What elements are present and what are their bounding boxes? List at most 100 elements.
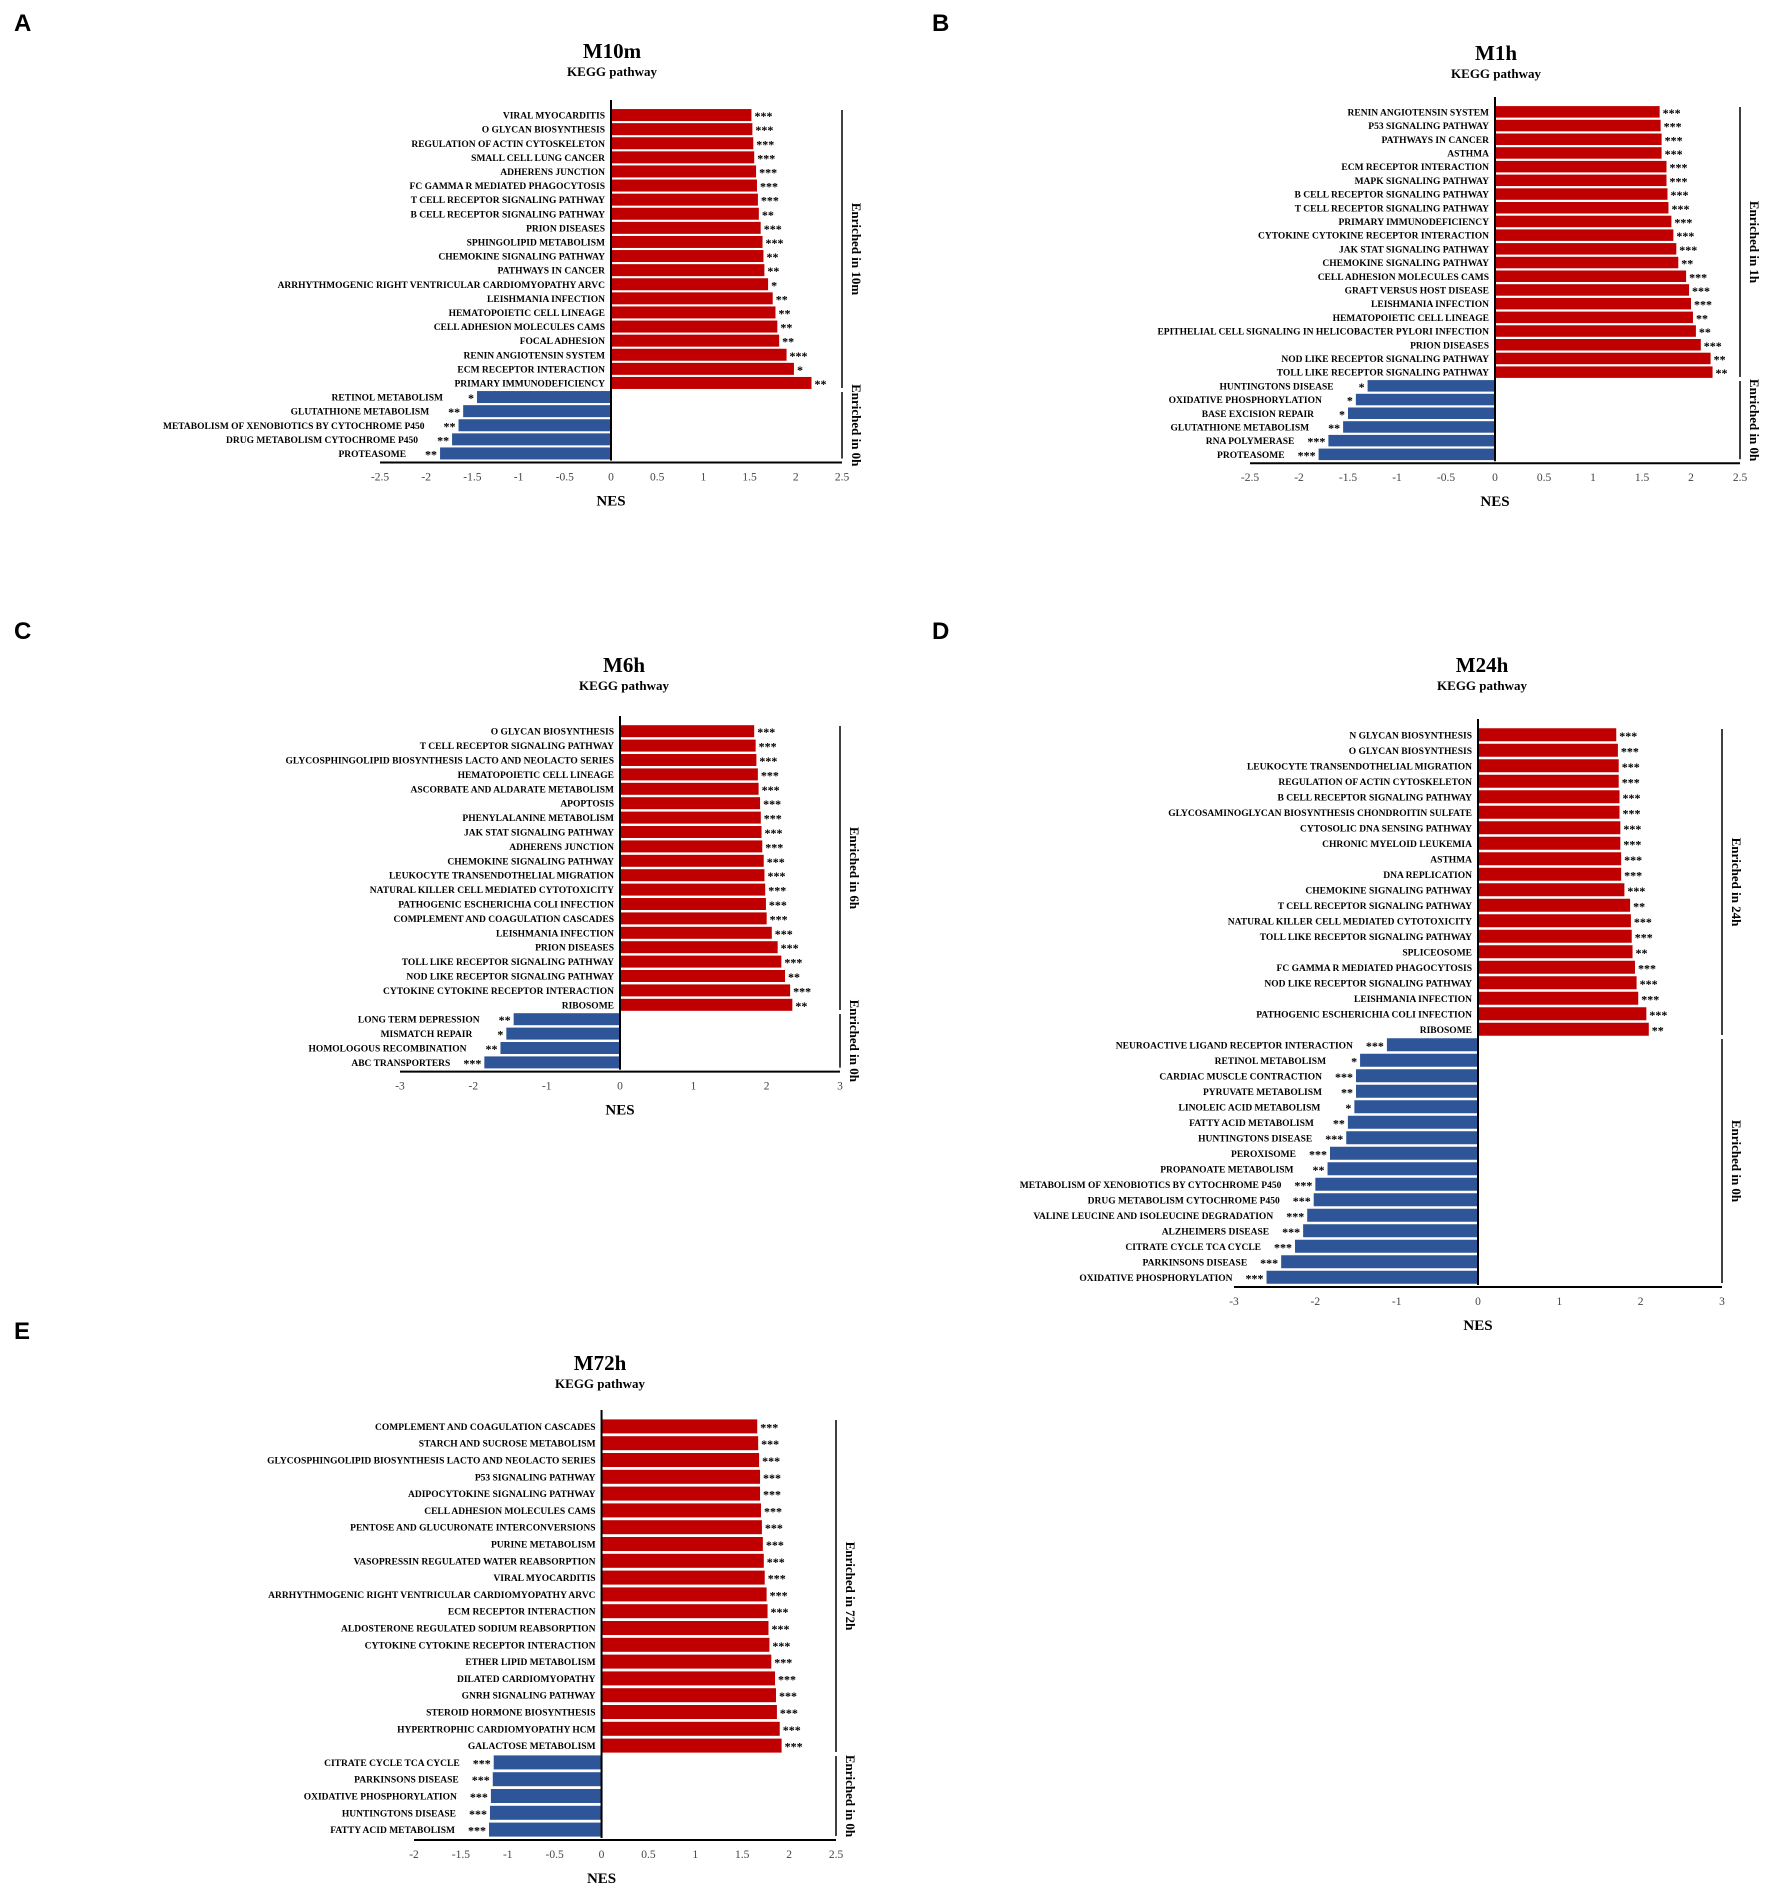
x-tick-label: -1.5 <box>1339 472 1357 484</box>
category-label: TOLL LIKE RECEPTOR SIGNALING PATHWAY <box>1260 933 1472 943</box>
significance-mark: *** <box>762 783 780 797</box>
significance-mark: *** <box>1634 915 1652 929</box>
category-label: LEUKOCYTE TRANSENDOTHELIAL MIGRATION <box>389 872 614 882</box>
significance-mark: *** <box>765 1521 783 1535</box>
category-label: PRION DISEASES <box>526 224 605 234</box>
bar <box>489 1805 602 1820</box>
bar <box>601 1621 769 1635</box>
significance-mark: ** <box>1714 352 1726 366</box>
bar <box>1318 448 1495 461</box>
significance-mark: *** <box>781 941 799 955</box>
category-label: PHENYLALANINE METABOLISM <box>462 814 614 824</box>
significance-mark: *** <box>1623 791 1641 805</box>
significance-mark: *** <box>1274 1240 1292 1254</box>
significance-mark: *** <box>775 927 793 941</box>
significance-mark: ** <box>444 419 456 433</box>
significance-mark: ** <box>780 321 792 335</box>
bar <box>1478 728 1617 742</box>
bar <box>1495 215 1672 228</box>
bar <box>611 264 765 277</box>
bar <box>1343 421 1495 433</box>
significance-mark: *** <box>1623 806 1641 820</box>
significance-mark: *** <box>790 349 808 363</box>
category-label: GNRH SIGNALING PATHWAY <box>462 1692 596 1702</box>
panel-c: C M6h KEGG pathway O GLYCAN BIOSYNTHESIS **… <box>0 610 880 1130</box>
category-label: EPITHELIAL CELL SIGNALING IN HELICOBACTE… <box>1157 328 1489 338</box>
x-axis-title: NES <box>1480 494 1509 510</box>
significance-mark: *** <box>1260 1256 1278 1270</box>
significance-mark: *** <box>760 1420 778 1434</box>
significance-mark: *** <box>1671 202 1689 216</box>
significance-mark: *** <box>767 1555 785 1569</box>
significance-mark: ** <box>425 447 437 461</box>
bar <box>490 1789 602 1803</box>
bar <box>1495 147 1662 159</box>
significance-mark: *** <box>1676 229 1694 243</box>
bar <box>1327 1162 1478 1176</box>
chart-title: M72h <box>574 1351 627 1375</box>
bar <box>1478 945 1633 959</box>
chart-title: M10m <box>583 39 642 63</box>
category-label: P53 SIGNALING PATHWAY <box>1368 122 1489 132</box>
significance-mark: *** <box>1664 120 1682 134</box>
significance-mark: *** <box>764 1504 782 1518</box>
bar <box>1367 380 1495 392</box>
significance-mark: *** <box>764 812 782 826</box>
category-label: RIBOSOME <box>562 1001 614 1011</box>
bar <box>611 165 757 178</box>
group-label: Enriched in 0h <box>843 1755 858 1838</box>
category-label: CITRATE CYCLE TCA CYCLE <box>1125 1243 1261 1253</box>
significance-mark: *** <box>1293 1194 1311 1208</box>
bar <box>1478 790 1620 804</box>
category-label: LEISHMANIA INFECTION <box>1354 995 1472 1005</box>
category-label: NOD LIKE RECEPTOR SIGNALING PATHWAY <box>1264 979 1472 989</box>
category-label: CELL ADHESION MOLECULES CAMS <box>424 1507 595 1517</box>
significance-mark: *** <box>1335 1070 1353 1084</box>
category-label: ECM RECEPTOR INTERACTION <box>457 365 605 375</box>
bar <box>1329 1146 1478 1160</box>
significance-mark: * <box>1345 1101 1351 1115</box>
x-tick-label: 0 <box>599 1849 605 1861</box>
category-label: PRIMARY IMMUNODEFICIENCY <box>1338 218 1489 228</box>
significance-mark: *** <box>779 1689 797 1703</box>
bar <box>1495 256 1679 269</box>
significance-mark: *** <box>757 725 775 739</box>
bar <box>458 419 611 432</box>
x-tick-label: 2 <box>793 472 799 484</box>
category-label: ALDOSTERONE REGULATED SODIUM REABSORPTIO… <box>341 1625 596 1635</box>
bar <box>1478 929 1632 943</box>
bar <box>611 278 769 291</box>
category-label: LEISHMANIA INFECTION <box>496 929 614 939</box>
category-label: ADHERENS JUNCTION <box>509 843 614 853</box>
bar <box>506 1027 620 1040</box>
category-label: LEISHMANIA INFECTION <box>487 295 605 305</box>
bar <box>440 447 611 460</box>
bar <box>1478 852 1622 866</box>
significance-mark: *** <box>760 180 778 194</box>
category-label: CITRATE CYCLE TCA CYCLE <box>324 1759 460 1769</box>
significance-mark: *** <box>1689 270 1707 284</box>
category-label: PRION DISEASES <box>535 944 614 954</box>
significance-mark: *** <box>1663 106 1681 120</box>
category-label: ASTHMA <box>1447 149 1489 159</box>
significance-mark: ** <box>437 433 449 447</box>
category-label: ASCORBATE AND ALDARATE METABOLISM <box>411 785 615 795</box>
significance-mark: *** <box>1670 188 1688 202</box>
category-label: B CELL RECEPTOR SIGNALING PATHWAY <box>411 210 606 220</box>
chart-subtitle: KEGG pathway <box>555 1376 645 1391</box>
x-tick-label: 2.5 <box>835 472 850 484</box>
significance-mark: *** <box>763 1471 781 1485</box>
significance-mark: *** <box>770 1588 788 1602</box>
significance-mark: ** <box>766 250 778 264</box>
category-label: B CELL RECEPTOR SIGNALING PATHWAY <box>1278 793 1473 803</box>
x-tick-label: 3 <box>1719 1296 1725 1308</box>
bar <box>611 334 780 347</box>
bar <box>1478 836 1621 850</box>
significance-mark: *** <box>472 1773 490 1787</box>
chart-subtitle: KEGG pathway <box>567 64 657 79</box>
group-label: Enriched in 24h <box>1729 838 1744 928</box>
significance-mark: *** <box>784 956 802 970</box>
significance-mark: *** <box>1298 448 1316 462</box>
bar <box>611 221 761 234</box>
